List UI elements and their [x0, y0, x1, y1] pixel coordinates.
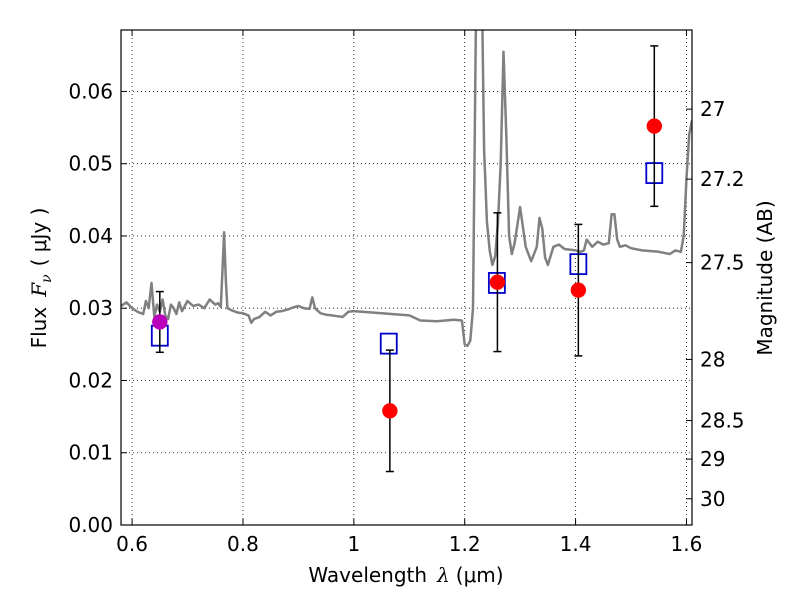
y-axis-label: FluxFν( μJy )	[27, 208, 55, 349]
marker-layer	[150, 45, 664, 473]
x-tick-label: 0.8	[227, 532, 259, 556]
mag-tick-label: 27.2	[700, 167, 745, 191]
x-tick-label: 0.6	[116, 532, 148, 556]
x-tick-label: 1	[347, 532, 360, 556]
spectrum-layer	[121, 30, 692, 348]
plot-frame	[120, 29, 693, 526]
y-tick-label: 0.02	[68, 368, 113, 392]
x-tick-label: 1.2	[449, 532, 481, 556]
mag-tick-label: 27.5	[700, 251, 745, 275]
observed-point	[489, 274, 506, 290]
observed-point	[646, 118, 663, 134]
observed-point	[570, 282, 587, 298]
y-tick-label: 0.04	[68, 224, 113, 248]
y-tick-label: 0.03	[68, 296, 113, 320]
right-axis-label: Magnitude (AB)	[753, 200, 777, 355]
tick-layer: 0.6 0.8 1 1.2 1.4 1.6 0.00 0.01 0.02 0.03 0.04 0.05…	[68, 30, 745, 556]
grid-layer	[121, 30, 692, 526]
spectrum-line	[121, 30, 692, 348]
y-tick-label: 0.05	[68, 152, 113, 176]
x-tick-label: 1.6	[671, 532, 703, 556]
x-axis-label: Wavelength λ (μm)	[308, 563, 503, 587]
y-tick-label: 0.00	[68, 513, 113, 537]
mag-tick-label: 30	[700, 487, 725, 511]
mag-tick-label: 28	[700, 347, 725, 371]
mag-tick-label: 28.5	[700, 409, 745, 433]
mag-tick-label: 27	[700, 97, 725, 121]
observed-point	[152, 314, 168, 330]
observed-point	[382, 403, 398, 419]
y-tick-label: 0.06	[68, 79, 113, 103]
y-tick-label: 0.01	[68, 441, 113, 465]
mag-tick-label: 29	[700, 447, 725, 471]
x-tick-label: 1.4	[560, 532, 592, 556]
model-square-marker	[379, 332, 398, 355]
